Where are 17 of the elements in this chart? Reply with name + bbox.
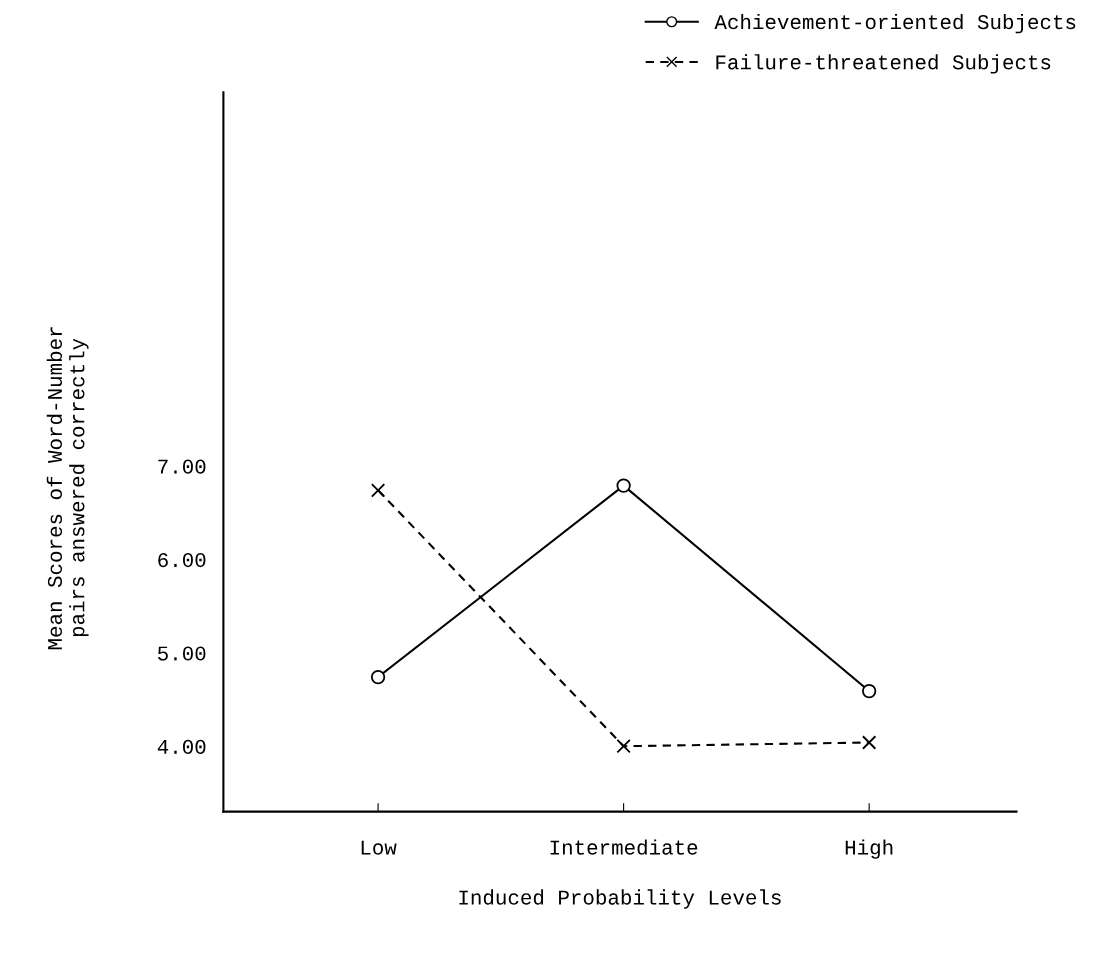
y-tick-label: 6.00 xyxy=(158,553,206,568)
point xyxy=(616,739,631,754)
legend-label: Achievement-oriented Subjects xyxy=(714,13,1076,34)
y-tick-label: 4.00 xyxy=(157,739,206,754)
point xyxy=(861,683,877,699)
x-tick-label: Intermediate xyxy=(550,839,698,855)
legend-label: Failure-threatened Subjects xyxy=(716,54,1051,74)
x-axis-title: Induced Probability Levels xyxy=(459,889,781,909)
y-tick-label: 5.00 xyxy=(158,646,206,661)
point xyxy=(861,735,877,750)
x-tick-label: Low xyxy=(361,840,397,855)
point xyxy=(370,483,386,498)
point xyxy=(616,478,631,493)
x-tick-label: High xyxy=(845,839,893,859)
point xyxy=(370,669,386,685)
y-tick-label: 7.00 xyxy=(158,459,206,474)
y-axis-title: Mean Scores of Word-Number pairs answered correctly xyxy=(46,327,89,650)
